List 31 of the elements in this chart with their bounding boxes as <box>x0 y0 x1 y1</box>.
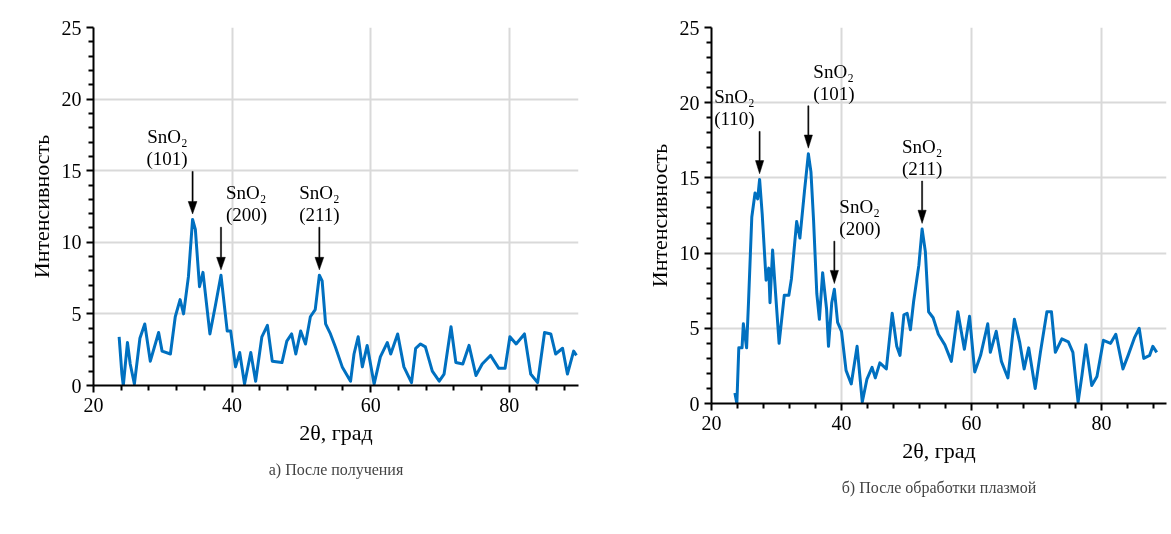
y-axis-title: Интенсивность <box>646 143 672 288</box>
annotation: SnO₂ (200) <box>839 196 881 241</box>
y-axis-title: Интенсивность <box>28 134 54 279</box>
annotation: SnO₂ (200) <box>225 182 268 227</box>
annotation: SnO₂ (101) <box>813 60 855 105</box>
x-axis-title: 2θ, град <box>902 437 976 463</box>
x-tick-label: 80 <box>499 393 520 416</box>
y-tick-label: 10 <box>679 242 700 265</box>
x-tick-label: 80 <box>1091 411 1112 434</box>
text: б) После обработки плазмой <box>841 478 1037 497</box>
y-tick-label: 25 <box>61 16 82 39</box>
y-tick-label: 5 <box>689 317 700 340</box>
annotation: SnO₂ (101) <box>146 126 188 171</box>
y-tick-label: 0 <box>71 374 82 397</box>
y-tick-label: 5 <box>71 302 82 325</box>
y-tick-label: 25 <box>679 16 700 39</box>
annotation: SnO₂ (211) <box>299 182 340 227</box>
x-tick-label: 60 <box>360 393 381 416</box>
text: а) После получения <box>268 460 404 479</box>
y-tick-label: 10 <box>61 231 82 254</box>
x-axis-title: 2θ, град <box>299 419 373 445</box>
y-tick-label: 20 <box>61 88 82 111</box>
annotation: SnO₂ (110) <box>714 86 755 131</box>
y-tick-label: 0 <box>689 392 700 415</box>
y-tick-label: 15 <box>679 166 700 189</box>
x-tick-label: 40 <box>831 411 852 434</box>
y-tick-label: 20 <box>679 91 700 114</box>
y-tick-label: 15 <box>61 159 82 182</box>
annotation: SnO₂ (211) <box>901 135 943 181</box>
x-tick-label: 60 <box>961 411 982 434</box>
x-tick-label: 40 <box>222 393 243 416</box>
